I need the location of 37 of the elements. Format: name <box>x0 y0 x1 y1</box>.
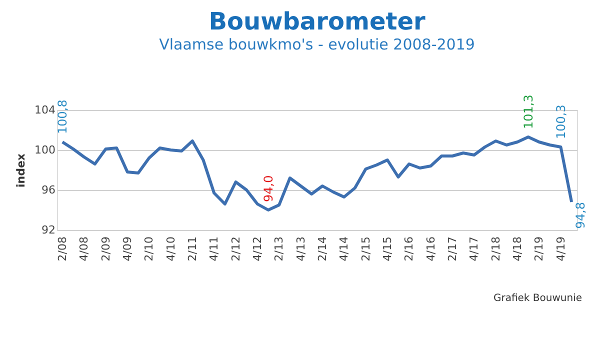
y-axis-title: index <box>14 153 28 188</box>
x-tick-label: 4/17 <box>468 236 481 262</box>
chart-subtitle: Vlaamse bouwkmo's - evolutie 2008-2019 <box>159 36 475 54</box>
x-tick-label: 4/18 <box>510 236 524 262</box>
x-tick-label: 4/09 <box>120 236 134 262</box>
x-tick-label: 4/08 <box>78 236 91 262</box>
x-tick-label: 2/09 <box>99 236 112 262</box>
x-tick-label: 4/11 <box>208 236 221 262</box>
data-label: 101,3 <box>521 94 536 129</box>
x-tick-label: 2/12 <box>229 236 242 262</box>
x-tick-label: 4/14 <box>338 236 351 262</box>
x-tick-label: 2/11 <box>186 236 199 262</box>
data-label: 100,8 <box>55 100 70 134</box>
y-tick-label: 104 <box>34 104 56 116</box>
x-tick-label: 4/10 <box>164 236 178 262</box>
x-tick-label: 2/13 <box>272 236 286 262</box>
x-tick-label: 4/12 <box>250 236 264 262</box>
x-tick-label: 2/18 <box>489 236 502 262</box>
x-tick-label: 2/14 <box>316 236 329 262</box>
chart-title: Bouwbarometer <box>208 8 426 36</box>
x-tick-label: 4/15 <box>380 236 394 262</box>
x-tick-label: 2/19 <box>532 236 546 262</box>
y-tick-label: 100 <box>34 144 56 156</box>
x-tick-label: 2/16 <box>402 236 416 262</box>
x-tick-label: 2/17 <box>446 236 459 262</box>
x-tick-label: 2/10 <box>142 236 156 262</box>
x-tick-label: 4/13 <box>294 236 308 262</box>
y-tick-label: 92 <box>42 224 56 236</box>
text: Grafiek Bouwunie <box>493 293 582 304</box>
x-tick-label: 2/15 <box>359 236 372 262</box>
x-tick-label: 4/19 <box>554 236 568 262</box>
data-label: 94,8 <box>574 202 588 229</box>
x-tick-label: 2/08 <box>56 236 69 262</box>
x-tick-label: 4/16 <box>424 236 438 262</box>
data-label: 100,3 <box>554 104 568 139</box>
data-label: 94,0 <box>261 175 276 202</box>
y-tick-label: 96 <box>42 184 56 196</box>
